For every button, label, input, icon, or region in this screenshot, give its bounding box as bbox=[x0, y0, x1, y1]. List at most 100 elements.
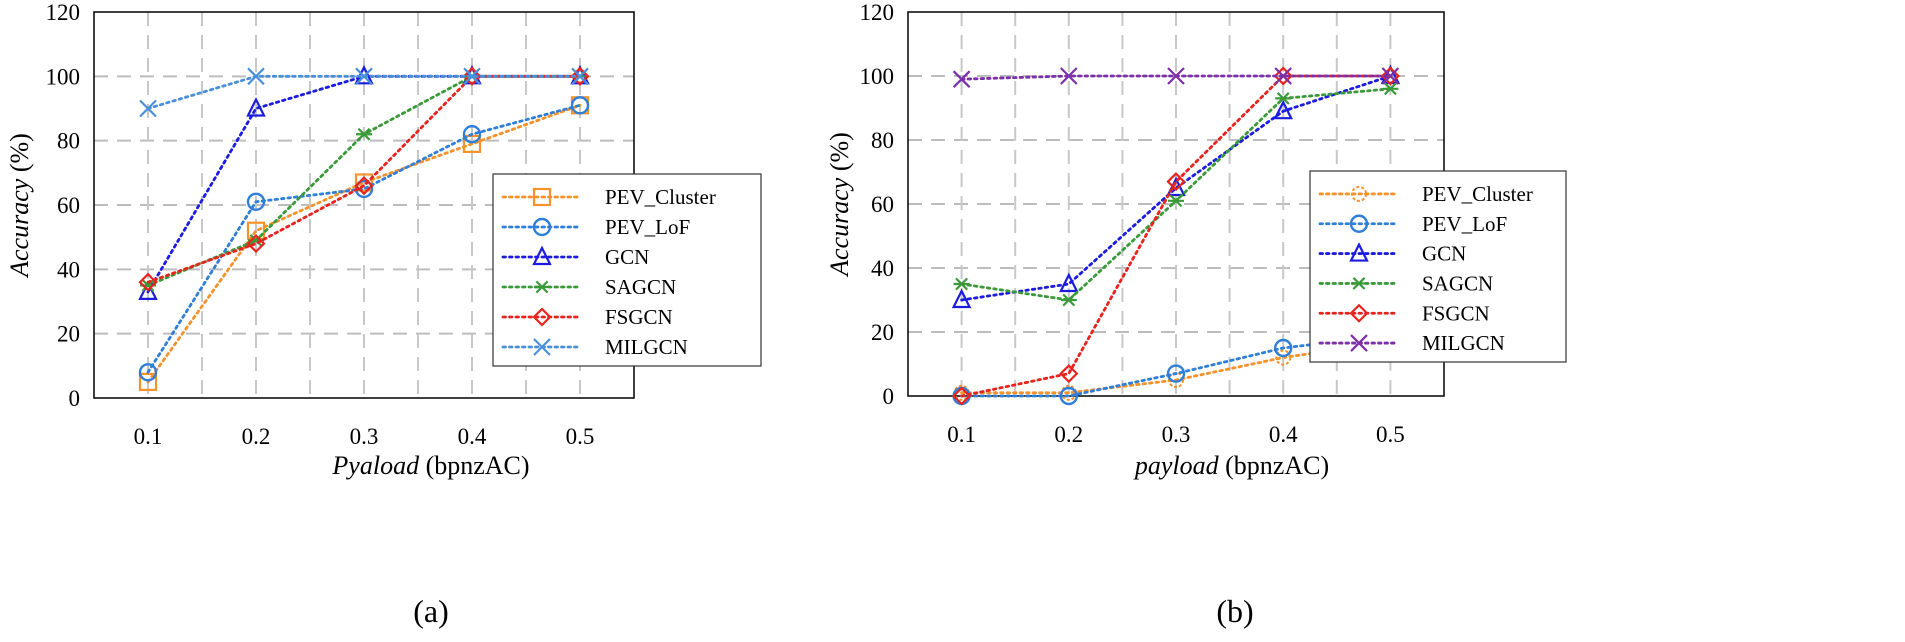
data-point bbox=[355, 67, 373, 86]
legend-marker bbox=[532, 187, 552, 207]
data-point bbox=[1273, 99, 1293, 120]
legend-marker bbox=[1349, 214, 1369, 233]
legend-marker bbox=[1351, 277, 1367, 290]
legend-marker bbox=[1350, 334, 1368, 352]
series-sagcn bbox=[953, 82, 1399, 307]
legend-entry: PEV_LoF bbox=[1318, 212, 1507, 236]
legend-marker bbox=[533, 338, 551, 356]
data-point bbox=[1273, 338, 1293, 358]
data-point bbox=[354, 176, 374, 196]
legend: PEV_Cluster PEV_LoF GCN SAGCN FSGCN MILGCN bbox=[1309, 170, 1567, 363]
data-point bbox=[571, 67, 589, 86]
data-point bbox=[1059, 272, 1079, 293]
y-tick-label: 20 bbox=[871, 320, 894, 345]
series-line bbox=[146, 74, 582, 284]
series-line bbox=[960, 74, 1392, 302]
legend-label: MILGCN bbox=[1422, 331, 1505, 355]
chart-panel-b: 0 20 40 60 80 100 120 0.1 0.2 0.3 0.4 0.5 payload (b… bbox=[825, 0, 1567, 629]
data-point bbox=[246, 192, 266, 211]
legend-entry: MILGCN bbox=[501, 335, 688, 359]
legend-entry: GCN bbox=[501, 245, 649, 269]
legend-label: FSGCN bbox=[605, 305, 673, 329]
data-point bbox=[462, 125, 482, 144]
data-point bbox=[1273, 66, 1293, 86]
y-tick-label: 0 bbox=[69, 386, 81, 411]
data-point bbox=[246, 234, 266, 254]
x-tick-label: 0.2 bbox=[242, 424, 271, 449]
data-point bbox=[953, 277, 970, 291]
y-tick-label: 120 bbox=[860, 0, 895, 25]
x-tick-label: 0.4 bbox=[458, 424, 487, 449]
y-tick-label: 20 bbox=[57, 322, 80, 347]
series-line bbox=[146, 103, 582, 374]
legend-label: PEV_Cluster bbox=[1422, 182, 1533, 206]
data-point bbox=[1168, 194, 1184, 208]
data-point bbox=[1380, 66, 1400, 86]
series-milgcn bbox=[139, 67, 589, 118]
x-tick-label: 0.1 bbox=[134, 424, 163, 449]
legend-marker bbox=[532, 245, 552, 266]
y-tick-label: 0 bbox=[883, 384, 895, 409]
legend-marker bbox=[1349, 242, 1369, 262]
legend-entry: PEV_Cluster bbox=[501, 185, 716, 209]
legend-entry: FSGCN bbox=[501, 305, 673, 329]
legend-label: MILGCN bbox=[605, 335, 688, 359]
data-point bbox=[354, 173, 374, 192]
x-tick-label: 0.3 bbox=[1162, 422, 1191, 447]
y-tick-label: 40 bbox=[57, 257, 80, 282]
y-tick-label: 100 bbox=[860, 64, 895, 89]
legend-marker bbox=[1349, 303, 1369, 323]
x-tick-label: 0.3 bbox=[350, 424, 379, 449]
data-point bbox=[1275, 92, 1292, 105]
legend-label: PEV_Cluster bbox=[605, 185, 716, 209]
panel-caption: (b) bbox=[1216, 593, 1253, 629]
data-point bbox=[952, 70, 971, 88]
series-milgcn bbox=[952, 67, 1400, 88]
legend-entry: GCN bbox=[1318, 242, 1466, 266]
data-point bbox=[139, 99, 157, 118]
legend-entry: MILGCN bbox=[1318, 331, 1505, 355]
data-point bbox=[356, 127, 372, 141]
data-point bbox=[1275, 349, 1292, 366]
legend-marker bbox=[532, 307, 552, 327]
series-line bbox=[146, 103, 582, 384]
data-point bbox=[1060, 293, 1077, 307]
legend-box bbox=[1309, 170, 1567, 363]
data-point bbox=[1166, 364, 1186, 383]
legend-entry: PEV_Cluster bbox=[1318, 182, 1533, 206]
x-axis-label: payload (bpnzAC) bbox=[1133, 451, 1329, 480]
y-tick-label: 40 bbox=[871, 256, 894, 281]
panel-caption: (a) bbox=[413, 593, 449, 629]
data-point bbox=[1059, 364, 1079, 384]
x-tick-label: 0.5 bbox=[566, 424, 595, 449]
legend-marker bbox=[532, 217, 552, 237]
data-point bbox=[952, 386, 972, 406]
x-tick-label: 0.1 bbox=[947, 422, 976, 447]
x-axis-label: Pyaload (bpnzAC) bbox=[331, 451, 529, 480]
data-point bbox=[1274, 67, 1292, 85]
data-point bbox=[462, 134, 482, 153]
data-point bbox=[1381, 67, 1400, 85]
series-fsgcn bbox=[138, 66, 590, 292]
legend-label: PEV_LoF bbox=[1422, 212, 1507, 236]
y-tick-label: 80 bbox=[57, 129, 80, 154]
legend: PEV_Cluster PEV_LoF GCN SAGCN FSGCN MILGCN bbox=[492, 173, 762, 367]
legend-entry: PEV_LoF bbox=[501, 215, 690, 239]
legend-label: SAGCN bbox=[605, 275, 676, 299]
y-tick-label: 80 bbox=[871, 128, 894, 153]
data-point bbox=[138, 272, 158, 292]
x-tick-label: 0.5 bbox=[1376, 422, 1405, 447]
y-axis-label: Accuracy (%) bbox=[825, 132, 854, 278]
legend-marker bbox=[1351, 185, 1367, 202]
legend-entry: FSGCN bbox=[1318, 301, 1490, 325]
legend-entry: SAGCN bbox=[1318, 271, 1493, 295]
data-point bbox=[1166, 172, 1186, 192]
x-tick-label: 0.2 bbox=[1054, 422, 1083, 447]
data-point bbox=[1167, 67, 1185, 85]
data-point bbox=[1382, 82, 1399, 96]
chart-panel-a: 0 20 40 60 80 100 120 0.1 0.2 0.3 0.4 0.5 Pyaload (b… bbox=[5, 0, 762, 629]
y-tick-label: 60 bbox=[57, 193, 80, 218]
data-point bbox=[570, 96, 590, 115]
